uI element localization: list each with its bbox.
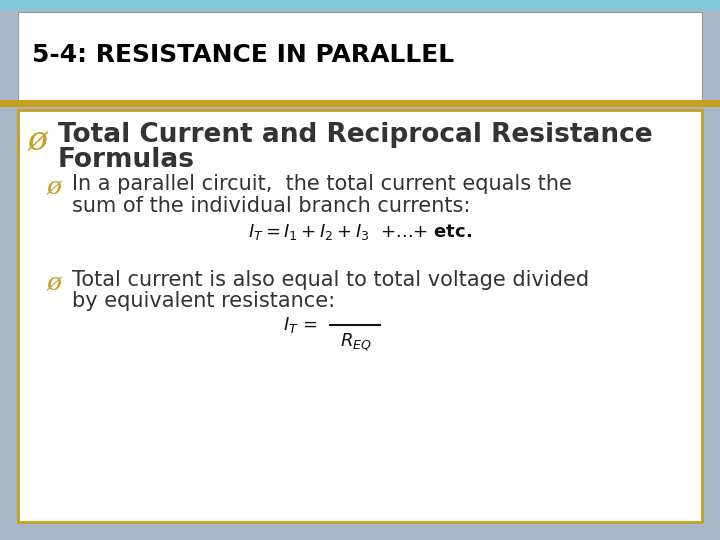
Text: by equivalent resistance:: by equivalent resistance: — [72, 291, 335, 311]
Text: Total Current and Reciprocal Resistance: Total Current and Reciprocal Resistance — [58, 122, 652, 148]
Text: $R_{EQ}$: $R_{EQ}$ — [340, 331, 372, 353]
Bar — [0, 100, 720, 107]
Text: Formulas: Formulas — [58, 147, 195, 173]
Text: ø: ø — [46, 272, 61, 295]
Text: $I_T$ =: $I_T$ = — [283, 315, 318, 335]
Text: Total current is also equal to total voltage divided: Total current is also equal to total vol… — [72, 270, 589, 290]
Text: ø: ø — [28, 125, 48, 157]
Text: 5-4: RESISTANCE IN PARALLEL: 5-4: RESISTANCE IN PARALLEL — [32, 43, 454, 67]
Text: sum of the individual branch currents:: sum of the individual branch currents: — [72, 196, 470, 216]
Bar — [18, 110, 702, 522]
Bar — [18, 12, 702, 100]
Text: ø: ø — [46, 176, 61, 199]
Bar — [0, 0, 720, 10]
Text: In a parallel circuit,  the total current equals the: In a parallel circuit, the total current… — [72, 174, 572, 194]
Bar — [0, 100, 18, 522]
Text: $I_T = I_1 + I_2 + I_3$  +...+ $\bf{etc.}$: $I_T = I_1 + I_2 + I_3$ +...+ $\bf{etc.}… — [248, 222, 472, 242]
